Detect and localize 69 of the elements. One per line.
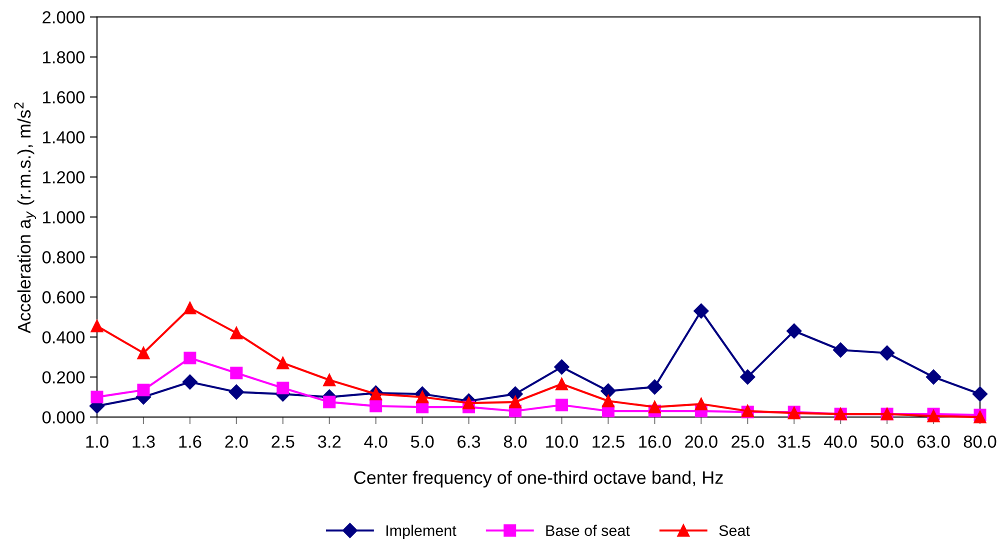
- point: [182, 374, 198, 390]
- point: [972, 386, 988, 402]
- legend-label: Implement: [386, 524, 456, 540]
- x-tick-label: 4.0: [364, 436, 388, 448]
- x-tick-label: 20.0: [685, 436, 718, 448]
- y-tick-label: 1.200: [43, 171, 85, 184]
- point: [90, 390, 104, 404]
- point: [90, 320, 104, 332]
- y-tick-label: 0.600: [42, 291, 85, 304]
- point: [230, 326, 243, 340]
- point: [786, 323, 802, 339]
- x-tick-label: 2.5: [272, 436, 294, 448]
- point: [600, 383, 616, 399]
- point: [694, 303, 709, 319]
- y-tick-label: 1.400: [43, 131, 85, 144]
- x-tick-label: 16.0: [639, 436, 671, 448]
- point: [462, 396, 476, 410]
- point: [137, 384, 150, 396]
- x-tick-label: 3.2: [318, 436, 341, 448]
- legend-label: Seat: [719, 525, 750, 536]
- y-tick-label: 0.800: [42, 251, 85, 264]
- point: [370, 400, 382, 412]
- point: [555, 398, 568, 412]
- point: [230, 366, 243, 380]
- y-tick-label: 2.000: [42, 11, 85, 24]
- point: [276, 356, 290, 370]
- x-tick-label: 8.0: [504, 436, 527, 448]
- point: [184, 302, 196, 314]
- x-tick-label: 1.3: [132, 436, 155, 448]
- point: [648, 400, 661, 414]
- point: [555, 378, 568, 390]
- point: [647, 379, 662, 395]
- y-tick-label: 1.600: [43, 91, 85, 104]
- x-tick-label: 5.0: [410, 436, 434, 448]
- x-tick-label: 12.5: [592, 436, 624, 448]
- y-tick-label: 0.200: [42, 371, 85, 384]
- point: [276, 382, 290, 394]
- x-tick-label: 31.5: [778, 436, 810, 448]
- x-tick-label: 25.0: [732, 436, 764, 448]
- point: [323, 374, 336, 386]
- x-tick-label: 50.0: [870, 436, 904, 448]
- x-tick-label: 63.0: [918, 436, 950, 448]
- point: [602, 394, 614, 408]
- y-tick-label: 0.000: [42, 411, 85, 424]
- x-tick-label: 80.0: [964, 436, 996, 448]
- point: [509, 396, 522, 408]
- x-tick-label: 10.0: [546, 436, 578, 448]
- point: [137, 346, 150, 360]
- point: [833, 342, 848, 358]
- point: [416, 390, 429, 404]
- point: [926, 369, 942, 385]
- x-tick-label: 2.0: [225, 436, 248, 448]
- x-axis-title: Center frequency of one-third octave band, Hz: [354, 470, 723, 488]
- point: [879, 345, 895, 361]
- x-tick-label: 40.0: [824, 436, 857, 448]
- y-tick-label: 1.800: [43, 51, 85, 64]
- point: [184, 352, 196, 364]
- y-axis-title: Acceleration a$_{y}$ (r.m.s.), m/s$^{2}$: [14, 102, 36, 334]
- y-tick-label: 1.000: [43, 211, 85, 224]
- x-tick-label: 1.0: [86, 436, 108, 448]
- point: [694, 398, 708, 410]
- y-tick-label: 0.400: [42, 331, 85, 344]
- point: [228, 384, 244, 400]
- point: [740, 369, 756, 385]
- legend-label: Base of seat: [546, 524, 630, 536]
- x-tick-label: 1.6: [179, 436, 202, 448]
- x-tick-label: 6.3: [458, 436, 480, 448]
- point: [323, 396, 336, 408]
- point: [554, 359, 570, 375]
